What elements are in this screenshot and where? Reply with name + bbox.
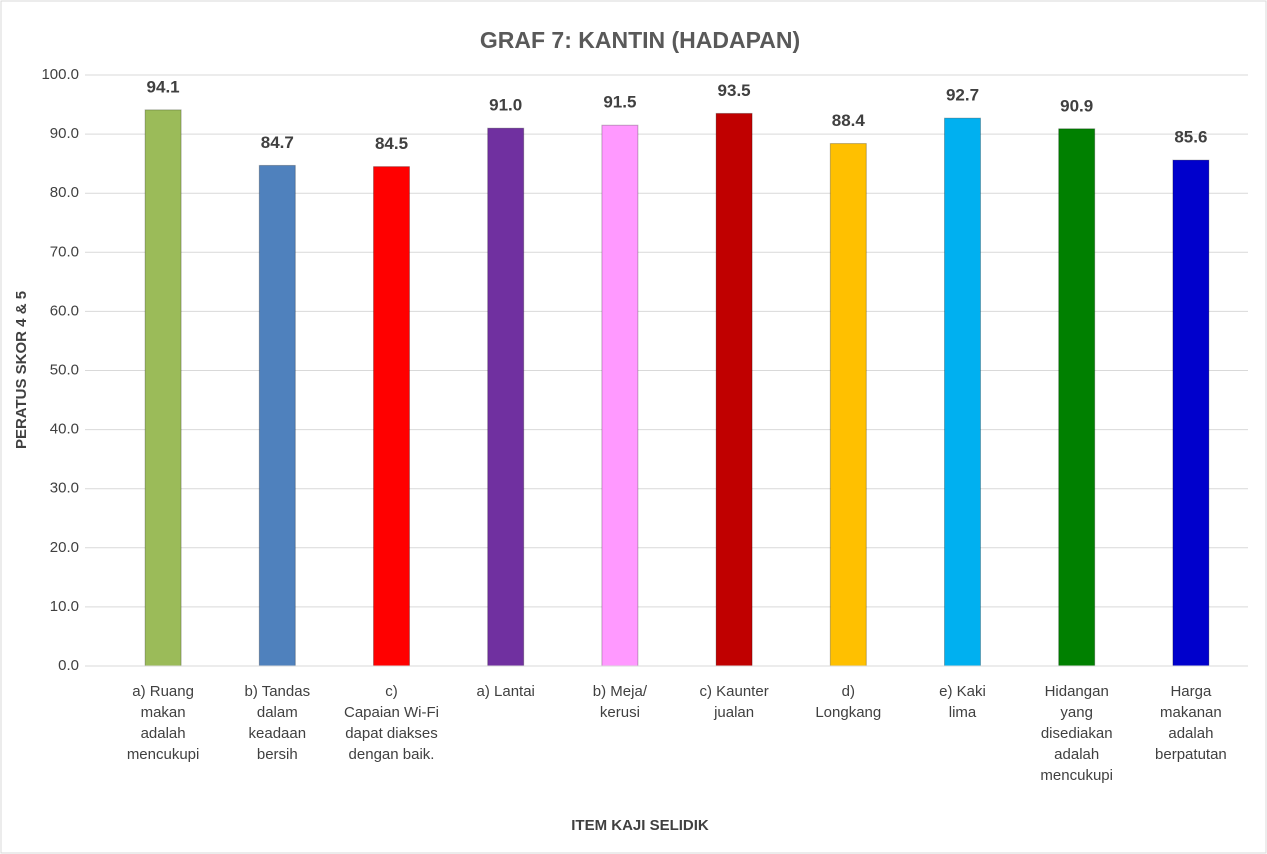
data-label: 91.0 <box>489 96 522 115</box>
data-label: 90.9 <box>1060 96 1093 115</box>
bar <box>601 124 639 667</box>
y-tick-label: 0.0 <box>58 657 79 674</box>
bar <box>715 112 753 667</box>
y-tick-label: 60.0 <box>50 302 79 319</box>
x-tick-label: b) Meja/kerusi <box>593 683 648 721</box>
bar <box>373 166 410 667</box>
y-tick-label: 40.0 <box>50 421 79 438</box>
bar <box>944 117 981 667</box>
data-label: 84.7 <box>261 133 294 152</box>
data-label: 94.1 <box>147 77 180 96</box>
y-tick-label: 70.0 <box>50 243 79 260</box>
x-tick-label: c) Capaian Wi-Fi dapat diakses dengan baik. <box>344 683 439 763</box>
x-tick-label: Hidangan yang disediakan adalah mencukupi <box>1040 683 1113 784</box>
data-label: 84.5 <box>375 134 408 153</box>
y-tick-label: 90.0 <box>50 125 79 142</box>
bar <box>1172 159 1210 667</box>
y-tick-label: 80.0 <box>50 184 79 201</box>
data-label: 93.5 <box>718 81 751 100</box>
x-axis-label: ITEM KAJI SELIDIK <box>571 817 709 834</box>
x-tick-label: b) Tandas dalam keadaan bersih <box>244 683 310 763</box>
bar <box>1058 128 1096 667</box>
y-tick-label: 50.0 <box>50 361 79 378</box>
y-tick-label: 100.0 <box>41 66 79 83</box>
x-tick-label: a) Ruang makan adalah mencukupi <box>127 683 200 763</box>
x-tick-label: d) Longkang <box>815 683 881 721</box>
data-label: 92.7 <box>946 86 979 105</box>
data-label: 91.5 <box>603 93 636 112</box>
y-tick-label: 20.0 <box>50 539 79 556</box>
x-tick-label: e) Kaki lima <box>939 683 986 721</box>
y-tick-label: 10.0 <box>50 598 79 615</box>
bar <box>829 143 867 667</box>
bar <box>258 164 296 667</box>
x-tick-label: a) Lantai <box>477 683 535 700</box>
data-label: 85.6 <box>1174 128 1207 147</box>
y-axis-label: PERATUS SKOR 4 & 5 <box>13 291 30 449</box>
y-tick-label: 30.0 <box>50 480 79 497</box>
x-tick-label: c) Kaunter jualan <box>699 683 768 721</box>
bar <box>144 109 182 667</box>
x-tick-label: Harga makanan adalah berpatutan <box>1155 683 1227 763</box>
bar <box>487 127 525 667</box>
data-label: 88.4 <box>832 111 866 130</box>
chart-title: GRAF 7: KANTIN (HADAPAN) <box>480 27 800 53</box>
